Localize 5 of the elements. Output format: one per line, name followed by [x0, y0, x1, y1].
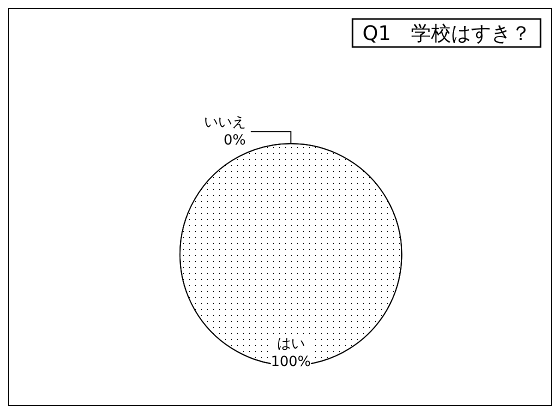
data-label: 100% — [270, 354, 311, 370]
text: Q1 学校はすき？ — [362, 21, 531, 45]
slice-label: はい — [276, 336, 305, 352]
category-label: いいえ — [204, 114, 246, 131]
text: 0% — [224, 132, 246, 149]
